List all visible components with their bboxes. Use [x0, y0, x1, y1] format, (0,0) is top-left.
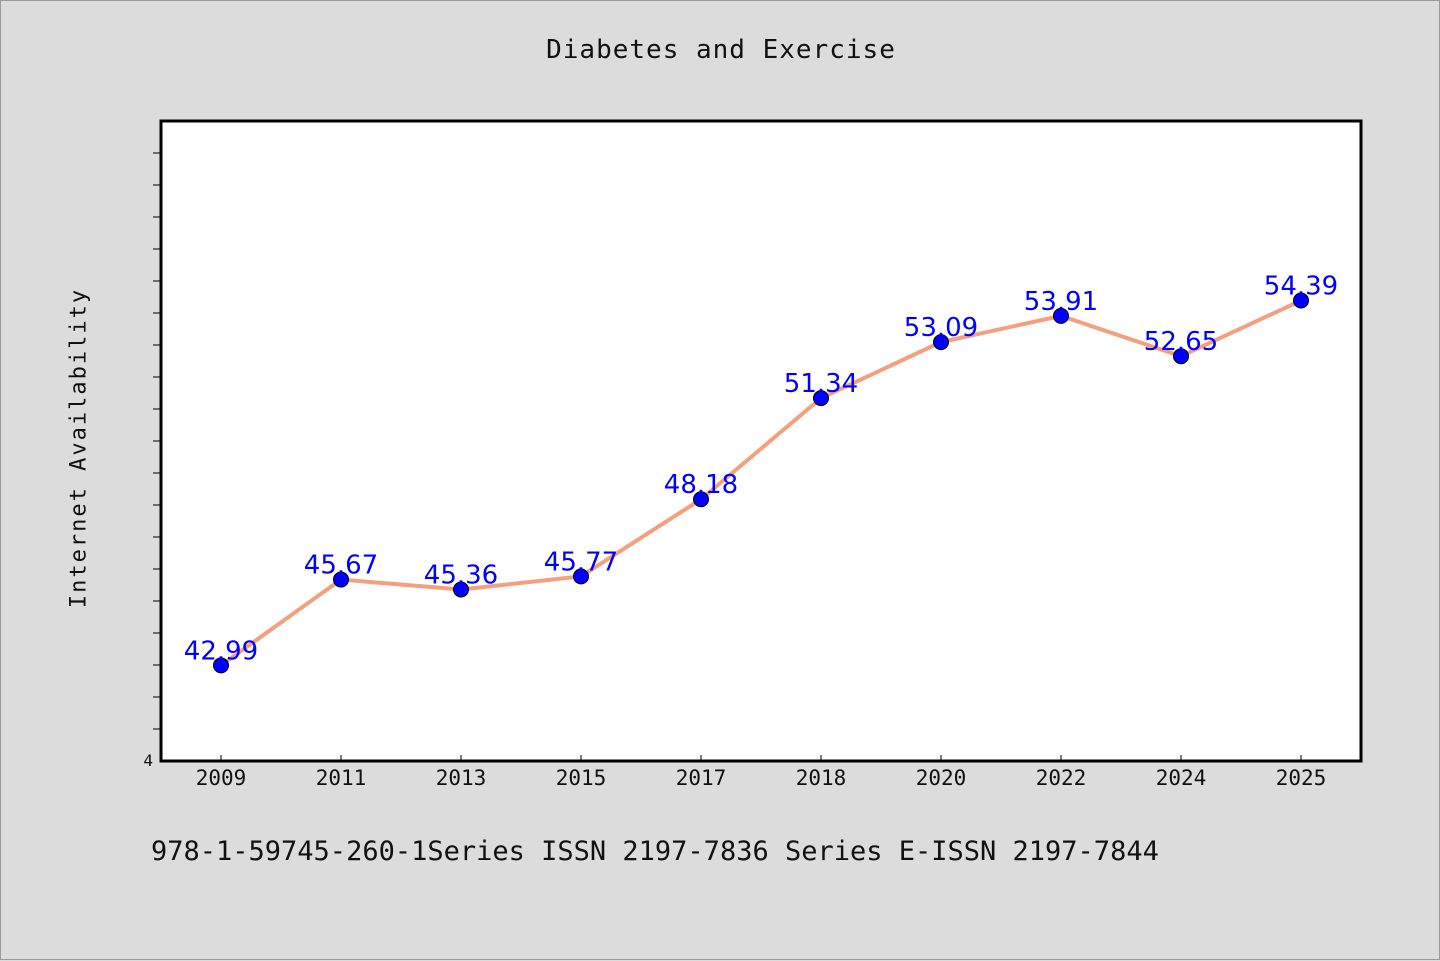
data-label: 54.39 [1264, 272, 1338, 302]
x-axis-ticks: 2009 2011 2013 2015 2017 2018 2020 2022 2024 2025 [196, 755, 1327, 790]
data-label: 51.34 [784, 369, 858, 399]
footer-isbn-note: 978-1-59745-260-1Series ISSN 2197-7836 S… [151, 836, 1159, 867]
series-layer [213, 292, 1309, 674]
data-label: 45.77 [544, 547, 618, 577]
data-label: 53.91 [1024, 287, 1098, 317]
plot-border [159, 119, 1363, 763]
x-tick-label: 2015 [556, 766, 607, 790]
data-label-layer: 42.99 45.67 45.36 45.77 48.18 51.34 53.09 53.91… [184, 272, 1338, 667]
x-tick-label: 2017 [676, 766, 727, 790]
x-tick-label: 2024 [1156, 766, 1207, 790]
x-tick-label: 2011 [316, 766, 367, 790]
x-tick-label: 2018 [796, 766, 847, 790]
data-label: 52.65 [1144, 327, 1218, 357]
data-point [1053, 307, 1069, 324]
data-label: 45.36 [424, 560, 498, 590]
x-tick-label: 2025 [1276, 766, 1327, 790]
data-point [453, 581, 469, 598]
data-label: 48.18 [664, 470, 738, 500]
y-tick-label: 4 [143, 751, 153, 770]
data-label: 45.67 [304, 551, 378, 581]
plot-frame [159, 119, 1363, 763]
data-label: 42.99 [184, 636, 258, 666]
data-point [573, 568, 589, 585]
data-point [333, 571, 349, 588]
x-tick-label: 2020 [916, 766, 967, 790]
chart-title: Diabetes and Exercise [546, 35, 896, 65]
data-point [1173, 348, 1189, 365]
data-point [693, 491, 709, 508]
data-label: 53.09 [904, 313, 978, 343]
data-point [1293, 292, 1309, 309]
x-tick-label: 2013 [436, 766, 487, 790]
data-point [213, 657, 229, 674]
x-tick-label: 2022 [1036, 766, 1087, 790]
y-axis-ticks: 4 [143, 152, 161, 770]
data-point [813, 390, 829, 407]
x-tick-label: 2009 [196, 766, 247, 790]
data-point [933, 334, 949, 351]
series-line [219, 298, 1303, 668]
